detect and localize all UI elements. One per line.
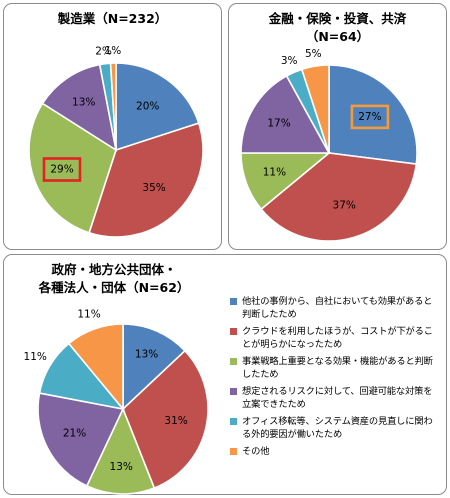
pie-government-label-2: 13%	[110, 461, 133, 473]
pie-manufacturing-highlight-box	[42, 157, 82, 182]
pie-manufacturing-label-2: 29%	[50, 164, 73, 176]
chart-panel-government: 政府・地方公共団体・ 各種法人・団体（N=62） 13% 31% 13% 21% 11%…	[3, 254, 447, 495]
legend-label-0: 他社の事例から、自社においても効果があると判断したため	[242, 296, 433, 320]
pie-manufacturing-slice-2	[28, 102, 117, 234]
legend-label-5: その他	[242, 446, 270, 457]
pie-government-slice-5	[67, 323, 124, 412]
legend-swatch-3	[230, 388, 237, 395]
legend-swatch-4	[230, 418, 237, 425]
pie-finance-label-5: 5%	[305, 48, 322, 60]
chart-panel-manufacturing: 製造業（N=232） 20% 35% 29% 13% 2% 1%	[3, 3, 222, 250]
pie-finance-label-2: 11%	[263, 167, 286, 179]
pie-government-label-4: 11%	[24, 351, 47, 363]
legend-item-1: クラウドを利用したほうが、コストが下がることが明らかになったため	[230, 325, 436, 351]
legend-swatch-5	[230, 448, 237, 455]
chart-legend: 他社の事例から、自社においても効果があると判断したため クラウドを利用したほうが…	[230, 295, 436, 462]
legend-swatch-2	[230, 358, 237, 365]
pie-government-slice-2	[85, 406, 156, 495]
legend-swatch-0	[230, 298, 237, 305]
chart-title-government-line-2: 各種法人・団体（N=62）	[38, 280, 190, 295]
pie-manufacturing-slice-0	[115, 62, 200, 152]
pie-finance-label-0: 27%	[358, 111, 381, 123]
pie-finance-label-3: 17%	[267, 117, 290, 129]
legend-item-0: 他社の事例から、自社においても効果があると判断したため	[230, 295, 436, 321]
pie-manufacturing-slice-1	[88, 122, 204, 238]
pie-chart-manufacturing: 20% 35% 29% 13% 2%1%	[28, 45, 204, 238]
pie-finance-highlight-box	[350, 104, 390, 130]
legend-label-1: クラウドを利用したほうが、コストが下がることが明らかになったため	[242, 326, 433, 350]
legend-swatch-1	[230, 328, 237, 335]
pie-manufacturing-label-4: 2%	[95, 46, 112, 58]
pie-finance-slice-1	[260, 152, 418, 242]
pie-government-slice-1	[122, 349, 209, 490]
pie-finance-slice-5	[300, 64, 330, 154]
pie-manufacturing-slice-3	[41, 63, 118, 152]
legend-label-2: 事業戦略上重要となる効果・機能があると判断したため	[242, 356, 433, 380]
pie-finance-slice-3	[240, 74, 331, 154]
pie-finance-label-1: 37%	[333, 199, 356, 211]
chart-title-manufacturing: 製造業（N=232）	[57, 11, 168, 26]
pie-government-label-0: 13%	[135, 348, 158, 360]
chart-title-government-line-1: 政府・地方公共団体・	[51, 262, 177, 277]
legend-item-5: その他	[230, 445, 436, 458]
legend-item-4: オフィス移転等、システム資産の見直しに関わる外的要因が働いたため	[230, 415, 436, 441]
pie-government-label-3: 21%	[63, 428, 86, 440]
chart-title-government: 政府・地方公共団体・ 各種法人・団体（N=62）	[4, 261, 224, 297]
legend-item-2: 事業戦略上重要となる効果・機能があると判断したため	[230, 355, 436, 381]
pie-manufacturing-slice-5	[109, 62, 117, 151]
chart-title-finance-line-1: 金融・保険・投資、共済	[268, 11, 407, 26]
pie-manufacturing-label-0: 20%	[136, 100, 159, 112]
chart-title-finance-line-2: （N=64）	[305, 29, 370, 44]
pie-government-label-1: 31%	[164, 415, 187, 427]
pie-government-label-5: 11%	[77, 309, 100, 321]
pie-government-slice-0	[122, 323, 187, 411]
pie-manufacturing-label-1: 35%	[142, 182, 165, 194]
pie-chart-government: 13% 31% 13% 21% 11% 11%	[24, 309, 209, 495]
pie-chart-finance: 27% 37% 11% 17% 3% 5%	[240, 48, 418, 242]
legend-label-3: 想定されるリスクに対して、回避可能な対策を立案できたため	[242, 386, 433, 410]
pie-government-slice-3	[37, 392, 125, 487]
legend-label-4: オフィス移転等、システム資産の見直しに関わる外的要因が働いたため	[242, 416, 433, 440]
pie-finance-label-4: 3%	[281, 55, 298, 67]
chart-title-finance: 金融・保険・投資、共済 （N=64）	[229, 10, 446, 46]
pie-manufacturing-label-5: 1%	[105, 45, 122, 57]
chart-panel-finance: 金融・保険・投資、共済 （N=64） 27% 37% 11% 17% 3% 5%	[228, 3, 447, 250]
pie-finance-slice-0	[328, 64, 418, 165]
pie-manufacturing-label-3: 13%	[72, 97, 95, 109]
legend-item-3: 想定されるリスクに対して、回避可能な対策を立案できたため	[230, 385, 436, 411]
